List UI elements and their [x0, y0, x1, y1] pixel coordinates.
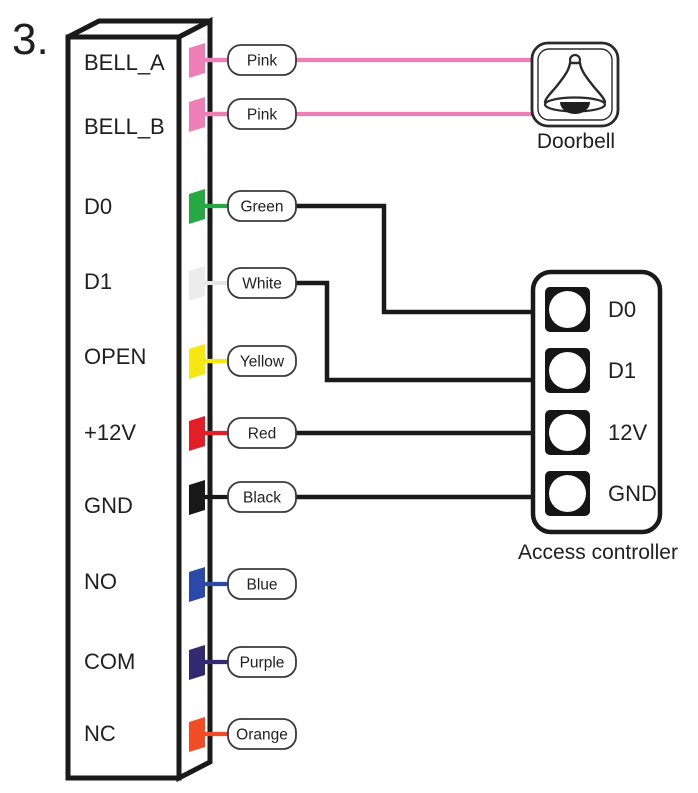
white-connector-icon: [189, 266, 205, 301]
green-tag-box: [227, 190, 297, 222]
blue-tag-label: Blue: [246, 577, 277, 594]
orange-connector-icon: [189, 717, 205, 752]
purple-tag-box: [227, 646, 297, 678]
black-connector-icon: [189, 480, 205, 515]
bell-body: [543, 61, 607, 104]
red-tag-box: [227, 417, 297, 449]
wire-connectors: [189, 43, 205, 752]
yellow-tag-label: Yellow: [240, 354, 285, 371]
terminal-label-d0: D0: [84, 194, 112, 219]
terminal-label-nc: NC: [84, 721, 116, 746]
device-front-face: [65, 34, 182, 781]
terminal-label-12v: +12V: [84, 420, 136, 445]
ac-terminal-label-12v: 12V: [608, 420, 647, 445]
red-connector-icon: [189, 416, 205, 451]
white-tag-box: [227, 267, 297, 299]
access-controller-body: [530, 269, 663, 535]
ac-terminal-label-d0: D0: [608, 297, 636, 322]
terminal-label-gnd: GND: [84, 493, 133, 518]
orange-tag-label: Orange: [236, 727, 288, 744]
d1-wire: [294, 280, 538, 383]
wire-color-tags: Pink Pink Green White Yellow Red Black B…: [227, 44, 297, 750]
pink-tag-box-2: [227, 98, 297, 130]
ac-terminal-label-gnd: GND: [608, 481, 657, 506]
socket-12v-hole: [549, 414, 586, 451]
terminal-label-open: OPEN: [84, 344, 146, 369]
pink-tag-box: [227, 44, 297, 76]
green-tag-label: Green: [240, 199, 283, 216]
doorbell-bell-icon: [543, 53, 607, 114]
socket-d1-hole: [549, 352, 586, 389]
yellow-tag-box: [227, 345, 297, 377]
step-number: 3.: [12, 15, 49, 64]
pink-connector-2-icon: [189, 97, 205, 132]
access-controller: D0 D1 12V GND Access controller: [518, 269, 678, 564]
wire-stubs: [202, 57, 230, 737]
terminal-label-d1: D1: [84, 269, 112, 294]
terminal-label-bell-a: BELL_A: [84, 50, 165, 75]
purple-connector-icon: [189, 645, 205, 680]
doorbell-caption: Doorbell: [537, 130, 615, 153]
black-tag-box: [227, 481, 297, 513]
pink-connector-icon: [189, 43, 205, 78]
terminal-label-com: COM: [84, 649, 135, 674]
blue-tag-box: [227, 568, 297, 600]
green-connector-icon: [189, 189, 205, 224]
pink-tag-label: Pink: [247, 53, 277, 70]
bell-clapper: [560, 102, 590, 114]
orange-tag-box: [227, 718, 297, 750]
white-tag-label: White: [242, 276, 282, 293]
access-device-unit: BELL_A BELL_B D0 D1 OPEN +12V GND NO COM…: [65, 16, 213, 783]
terminal-label-bell-b: BELL_B: [84, 114, 165, 139]
access-controller-caption: Access controller: [518, 541, 678, 564]
socket-d0-hole: [549, 291, 586, 328]
doorbell: Doorbell: [530, 41, 620, 153]
socket-gnd-hole: [549, 475, 586, 512]
purple-tag-label: Purple: [240, 655, 285, 672]
pink-tag-label-2: Pink: [247, 107, 277, 124]
d0-wire: [294, 203, 538, 315]
red-tag-label: Red: [248, 426, 276, 443]
terminal-label-no: NO: [84, 569, 117, 594]
blue-connector-icon: [189, 567, 205, 602]
ac-terminal-label-d1: D1: [608, 358, 636, 383]
yellow-connector-icon: [189, 344, 205, 379]
black-tag-label: Black: [243, 490, 281, 507]
